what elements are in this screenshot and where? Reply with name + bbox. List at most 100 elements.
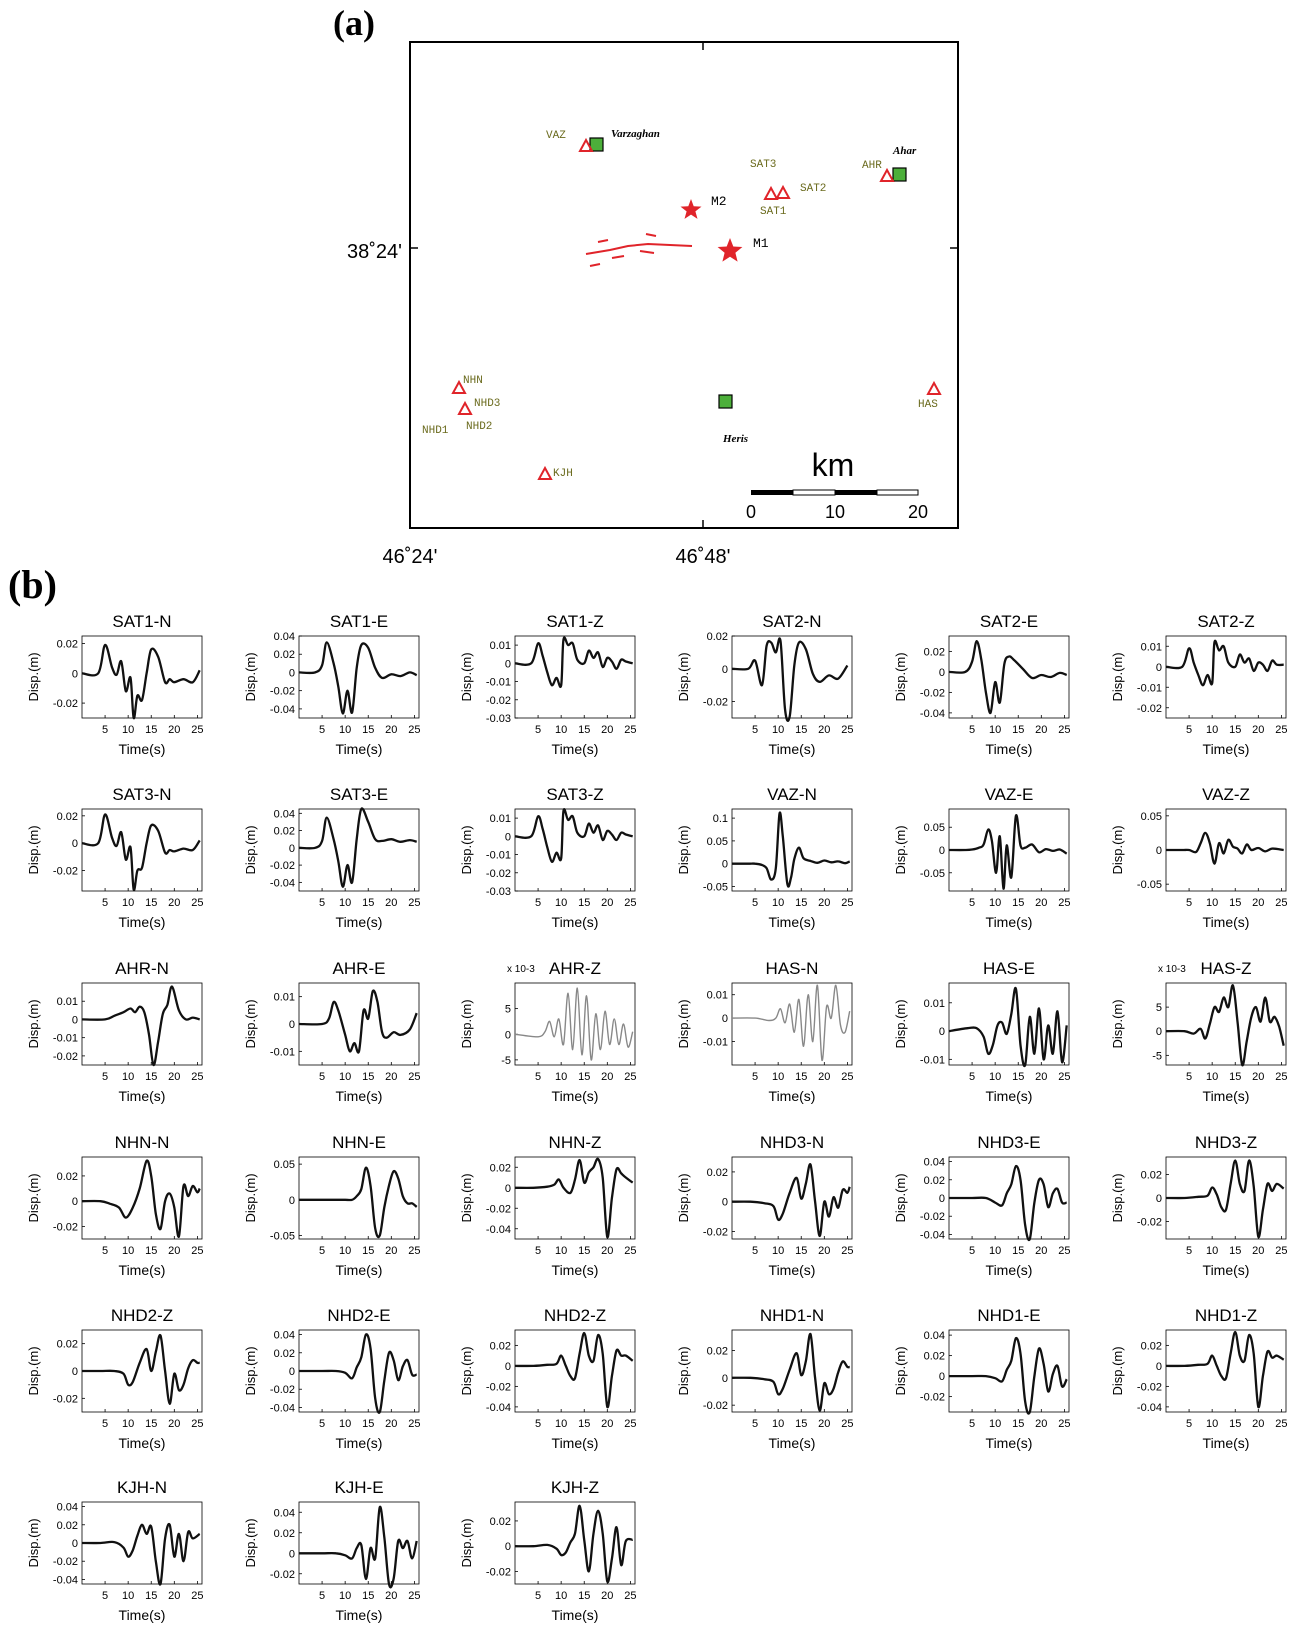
x-tick-label: 20	[385, 897, 397, 909]
x-tick-label: 25	[1275, 1071, 1287, 1083]
x-tick-label: 25	[1275, 724, 1287, 736]
waveform-line	[732, 811, 851, 888]
x-tick-label: 25	[191, 1071, 203, 1083]
y-axis-label: Disp.(m)	[676, 1346, 691, 1395]
y-tick-label: 0.01	[490, 813, 511, 825]
x-tick-label: 10	[989, 724, 1001, 736]
y-tick-label: 0	[72, 838, 78, 850]
x-tick-label: 5	[1186, 1245, 1192, 1257]
station-label-nhd3: NHD3	[474, 398, 500, 410]
x-tick-label: 10	[989, 1071, 1001, 1083]
x-tick-label: 15	[362, 1590, 374, 1602]
station-label-has: HAS	[918, 399, 938, 411]
x-tick-label: 10	[122, 724, 134, 736]
waveform-line	[731, 637, 849, 722]
waveform-plot: NHD3-E 0.04 0.02 0 -0.02 -0.04 5 10 15 20 25 Time(s…	[893, 1133, 1071, 1278]
waveform-plot: NHD2-Z 0.02 0 -0.02 -0.04 5 10 15 20 25 Time(s) Dis…	[459, 1306, 637, 1451]
y-tick-label: -0.02	[53, 1556, 78, 1568]
y-tick-label: -0.01	[270, 1046, 295, 1058]
y-tick-label: 0.02	[1141, 1170, 1162, 1182]
y-tick-label: -0.05	[1137, 879, 1162, 891]
plot-title: AHR-E	[333, 959, 386, 978]
town-marker-heris	[718, 394, 733, 409]
y-axis-label: Disp.(m)	[243, 1346, 258, 1395]
x-axis-label: Time(s)	[769, 1262, 816, 1278]
plot-frame	[298, 808, 420, 892]
x-tick-label: 15	[1229, 1071, 1241, 1083]
x-tick-label: 10	[1206, 897, 1218, 909]
x-tick-label: 15	[578, 1590, 590, 1602]
plot-frame	[81, 808, 203, 892]
waveform-line	[948, 639, 1068, 715]
longitude-tick-label-1: 46˚24'	[383, 546, 438, 568]
y-axis-label: Disp.(m)	[26, 999, 41, 1048]
x-tick-label: 15	[145, 1590, 157, 1602]
waveform-plot: NHD2-Z 0.02 0 -0.02 5 10 15 20 25 Time(s) Disp.(m)	[26, 1306, 204, 1451]
x-tick-label: 20	[168, 1071, 180, 1083]
waveform-line	[81, 1159, 201, 1238]
x-tick-label: 20	[601, 724, 613, 736]
plot-frame	[514, 635, 636, 719]
plot-title: NHN-Z	[549, 1133, 602, 1152]
y-tick-label: -0.05	[270, 1230, 295, 1242]
x-tick-label: 10	[555, 1245, 567, 1257]
y-axis-label: Disp.(m)	[459, 652, 474, 701]
y-axis-label: Disp.(m)	[459, 1518, 474, 1567]
y-axis-label: Disp.(m)	[893, 652, 908, 701]
y-axis-label: Disp.(m)	[243, 652, 258, 701]
y-tick-label: 0	[505, 658, 511, 670]
x-tick-label: 20	[168, 1245, 180, 1257]
x-tick-label: 10	[555, 724, 567, 736]
waveform-line	[1165, 1330, 1285, 1409]
x-tick-label: 5	[969, 1071, 975, 1083]
plot-title: SAT1-E	[330, 612, 388, 631]
x-tick-label: 25	[191, 1590, 203, 1602]
x-tick-label: 15	[795, 897, 807, 909]
scale-unit-label: km	[812, 447, 855, 483]
plot-title: VAZ-E	[985, 785, 1034, 804]
waveform-plot: KJH-Z 0.02 0 -0.02 5 10 15 20 25 Time(s) Disp.(m)	[459, 1478, 637, 1623]
x-tick-label: 15	[795, 1071, 807, 1083]
plot-title: SAT3-Z	[546, 785, 603, 804]
scale-tick-20: 20	[908, 502, 928, 522]
x-tick-label: 5	[535, 897, 541, 909]
y-tick-label: -0.02	[486, 1566, 511, 1578]
plot-title: NHD3-N	[760, 1133, 824, 1152]
x-axis-label: Time(s)	[552, 741, 599, 757]
waveform-plot: KJH-N 0.04 0.02 0 -0.02 -0.04 5 10 15 20 25 Time(s)…	[26, 1478, 204, 1623]
y-tick-label: 5	[505, 1004, 511, 1016]
plot-frame	[298, 635, 420, 719]
x-tick-label: 20	[1252, 724, 1264, 736]
y-tick-label: 0	[505, 1361, 511, 1373]
plot-title: NHD3-E	[977, 1133, 1040, 1152]
y-tick-label: 0.04	[274, 1330, 295, 1342]
y-tick-label: -0.02	[270, 860, 295, 872]
y-tick-label: 0.05	[924, 822, 945, 834]
x-tick-label: 25	[624, 1071, 636, 1083]
waveform-plot: NHD2-E 0.04 0.02 0 -0.02 -0.04 5 10 15 20 25 Time(s…	[243, 1306, 421, 1451]
station-marker-nhn	[451, 379, 467, 394]
x-tick-label: 15	[362, 1245, 374, 1257]
y-tick-label: 0.04	[274, 1507, 295, 1519]
x-axis-label: Time(s)	[1203, 1262, 1250, 1278]
y-axis-label: Disp.(m)	[1110, 1173, 1125, 1222]
station-label-sat3: SAT3	[750, 159, 776, 171]
x-axis-label: Time(s)	[986, 914, 1033, 930]
plot-title: SAT1-Z	[546, 612, 603, 631]
town-label-varzaghan: Varzaghan	[611, 128, 660, 140]
y-tick-label: 0	[72, 1014, 78, 1026]
y-tick-label: 0.02	[57, 1339, 78, 1351]
y-tick-label: -0.04	[270, 1402, 295, 1414]
y-tick-label: 0	[1156, 1193, 1162, 1205]
y-tick-label: 0	[939, 1371, 945, 1383]
x-tick-label: 10	[122, 1071, 134, 1083]
x-tick-label: 5	[752, 1071, 758, 1083]
scale-tick-10: 10	[825, 502, 845, 522]
x-tick-label: 15	[1229, 897, 1241, 909]
waveform-line	[514, 987, 634, 1061]
longitude-tick-label-2: 46˚48'	[676, 546, 731, 568]
x-tick-label: 15	[1012, 897, 1024, 909]
x-axis-label: Time(s)	[1203, 1088, 1250, 1104]
town-label-ahar: Ahar	[892, 145, 917, 157]
waveform-line	[1165, 639, 1284, 687]
